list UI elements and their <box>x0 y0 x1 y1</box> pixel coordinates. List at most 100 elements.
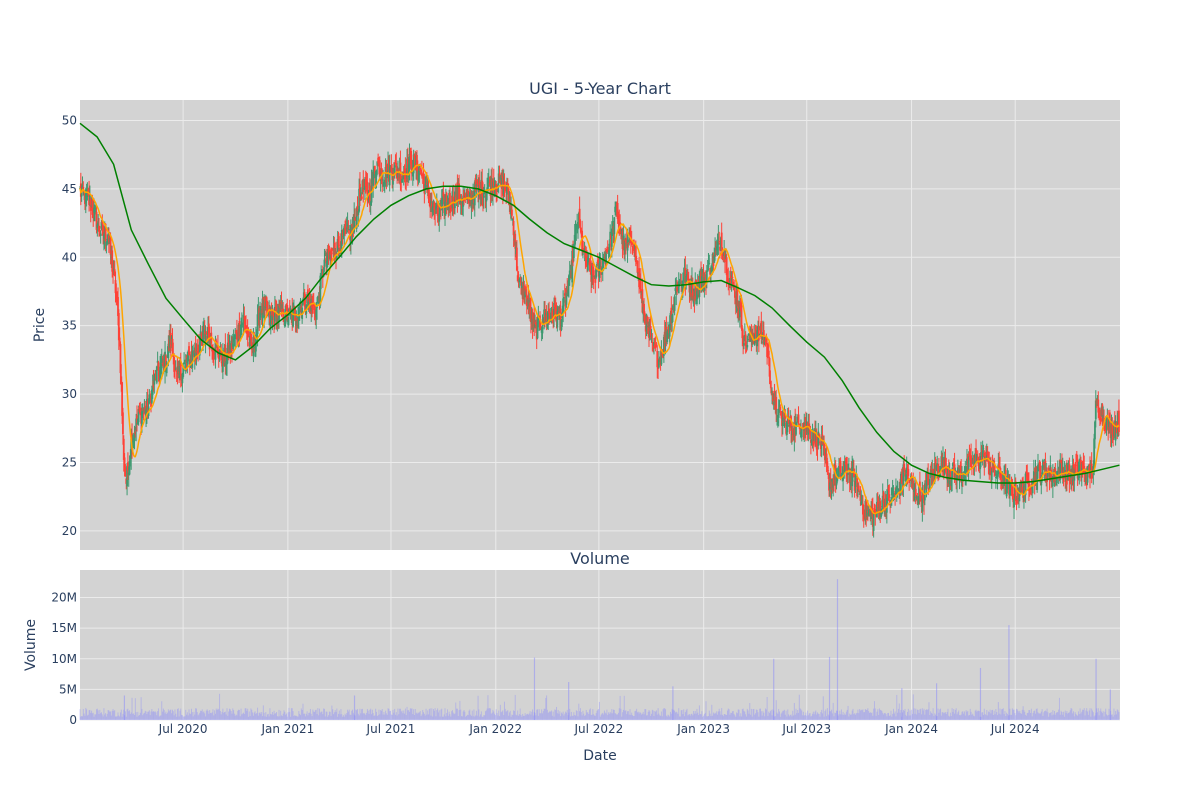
volume-bar <box>141 708 143 720</box>
volume-bar <box>893 713 895 720</box>
volume-bar <box>567 715 569 720</box>
candle-body <box>549 315 552 318</box>
volume-bar <box>612 713 614 720</box>
volume-bar <box>627 711 629 720</box>
volume-bar <box>209 712 211 720</box>
volume-bar <box>88 710 90 720</box>
volume-bar <box>164 713 166 720</box>
volume-bar <box>360 713 362 720</box>
volume-bar <box>275 713 277 720</box>
candle-body <box>1031 486 1034 490</box>
candle-body <box>934 459 937 471</box>
volume-bar <box>806 715 808 720</box>
volume-bar <box>1051 715 1053 720</box>
volume-bar <box>715 713 717 720</box>
volume-bar <box>259 712 261 720</box>
volume-bar <box>826 716 828 720</box>
volume-bar <box>554 709 556 720</box>
volume-bar <box>475 710 477 720</box>
candle-body <box>340 229 343 247</box>
volume-bar <box>355 709 357 720</box>
volume-bar <box>968 715 970 720</box>
candle-body <box>707 262 710 268</box>
volume-bar <box>518 714 520 720</box>
volume-bar <box>591 714 593 720</box>
volume-bar <box>341 714 343 720</box>
volume-bar <box>148 710 150 720</box>
volume-bar <box>878 714 880 720</box>
candle-body <box>1061 460 1063 474</box>
candle-body <box>803 422 806 431</box>
volume-bar <box>219 710 221 720</box>
volume-bar <box>580 712 582 720</box>
candle-body <box>514 233 517 249</box>
volume-bar <box>354 715 356 720</box>
volume-bar <box>1026 713 1028 720</box>
volume-bar <box>1001 709 1003 720</box>
candle-body <box>476 179 479 184</box>
candle-body <box>372 169 375 186</box>
volume-bar <box>740 713 742 720</box>
volume-bar <box>891 716 893 720</box>
volume-bar <box>81 716 83 720</box>
candle-body <box>99 233 102 236</box>
candle-body <box>539 315 541 329</box>
candle-body <box>337 236 340 246</box>
volume-bar <box>217 708 219 720</box>
volume-bar <box>769 713 771 720</box>
volume-bar <box>106 713 108 720</box>
candle-body <box>736 289 739 307</box>
volume-bar <box>1117 710 1119 720</box>
candle-body <box>232 337 235 343</box>
candle-body <box>165 362 168 374</box>
candle-body <box>93 208 96 210</box>
volume-bar <box>488 708 490 720</box>
volume-bar <box>623 695 625 720</box>
volume-bar <box>454 713 456 720</box>
volume-bar <box>138 715 140 720</box>
volume-bar <box>564 713 566 720</box>
candle-body <box>581 230 584 252</box>
candle-body <box>583 248 586 250</box>
volume-bar <box>304 716 306 720</box>
volume-bar <box>324 716 326 720</box>
volume-bar <box>1112 716 1114 720</box>
candle-body <box>681 284 684 291</box>
volume-bar <box>228 711 230 720</box>
candle-body <box>1111 423 1114 435</box>
candle-body <box>101 220 104 224</box>
volume-bar <box>332 709 334 720</box>
volume-bar <box>425 708 427 720</box>
volume-bar <box>144 710 146 720</box>
candle-body <box>333 242 336 257</box>
volume-bar <box>544 708 546 720</box>
candle-body <box>327 245 330 255</box>
candle-body <box>473 181 476 206</box>
volume-bar <box>813 714 815 720</box>
volume-bar <box>1065 712 1067 720</box>
volume-bar <box>337 716 339 720</box>
volume-bar <box>1039 713 1041 720</box>
candle-body <box>838 465 840 477</box>
volume-bar <box>761 715 763 720</box>
volume-spike-bar <box>123 695 126 720</box>
volume-bar <box>93 716 95 720</box>
candle-body <box>741 327 744 339</box>
volume-bar <box>877 709 879 720</box>
candle-body <box>643 303 645 315</box>
candle-body <box>696 291 698 305</box>
volume-bar <box>473 709 475 720</box>
candle-body <box>880 506 883 508</box>
volume-bar <box>943 713 945 720</box>
volume-bar <box>409 711 411 720</box>
candle-body <box>746 344 749 348</box>
candle-body <box>768 358 771 377</box>
candle-body <box>394 160 397 164</box>
volume-bar <box>907 708 909 720</box>
volume-bar <box>908 715 910 720</box>
volume-bar <box>1072 711 1074 720</box>
volume-bar <box>921 708 923 720</box>
volume-bar <box>358 715 360 720</box>
volume-bar <box>162 711 164 720</box>
candle-body <box>786 421 788 435</box>
